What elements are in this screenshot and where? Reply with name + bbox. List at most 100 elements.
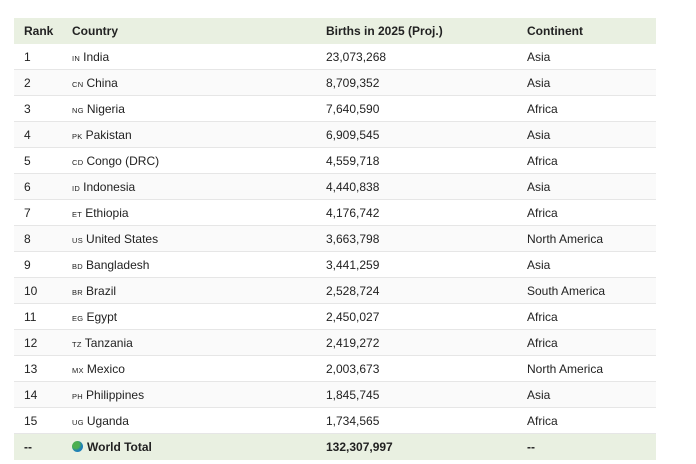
total-label: World Total bbox=[87, 440, 152, 454]
total-continent: -- bbox=[527, 440, 535, 454]
country-code-flag: IN bbox=[72, 53, 81, 63]
births-cell: 2,528,724 bbox=[326, 283, 380, 298]
rank-cell: 8 bbox=[24, 231, 31, 246]
country-cell: MX Mexico bbox=[72, 362, 125, 376]
country-name: Brazil bbox=[86, 283, 117, 298]
table-row: 5 CD Congo (DRC) 4,559,718 Africa bbox=[14, 148, 656, 174]
continent-cell: Asia bbox=[527, 75, 551, 90]
table-row: 14 PH Philippines 1,845,745 Asia bbox=[14, 382, 656, 408]
table-row: 7 ET Ethiopia 4,176,742 Africa bbox=[14, 200, 656, 226]
country-name: United States bbox=[86, 231, 159, 246]
births-cell: 2,419,272 bbox=[326, 335, 380, 350]
country-name: Uganda bbox=[86, 413, 129, 428]
country-cell: PH Philippines bbox=[72, 388, 144, 402]
country-cell: TZ Tanzania bbox=[72, 336, 133, 350]
table-row: 8 US United States 3,663,798 North America bbox=[14, 226, 656, 252]
total-births: 132,307,997 bbox=[326, 440, 393, 454]
country-code-flag: CN bbox=[72, 79, 84, 89]
rank-cell: 1 bbox=[24, 49, 31, 64]
rank-cell: 2 bbox=[24, 75, 31, 90]
country-cell: IN India bbox=[72, 50, 109, 64]
country-name: Pakistan bbox=[85, 127, 132, 142]
births-cell: 7,640,590 bbox=[326, 101, 380, 116]
births-cell: 3,441,259 bbox=[326, 257, 380, 272]
country-cell: CD Congo (DRC) bbox=[72, 154, 159, 168]
table-body: 1 IN India 23,073,268 Asia 2 CN China 8,709,352 A… bbox=[14, 44, 656, 434]
continent-cell: Africa bbox=[527, 335, 558, 350]
header-country[interactable]: Country bbox=[72, 24, 118, 38]
continent-cell: Asia bbox=[527, 257, 551, 272]
continent-cell: Africa bbox=[527, 309, 558, 324]
country-name: Congo (DRC) bbox=[86, 153, 160, 168]
births-cell: 2,450,027 bbox=[326, 309, 380, 324]
country-cell: ET Ethiopia bbox=[72, 206, 129, 220]
country-code-flag: ET bbox=[72, 209, 83, 219]
continent-cell: Africa bbox=[527, 153, 558, 168]
table-header: Rank Country Births in 2025 (Proj.) Cont… bbox=[14, 18, 656, 44]
country-name: Indonesia bbox=[83, 179, 136, 194]
country-name: Ethiopia bbox=[85, 205, 129, 220]
table-row: 15 UG Uganda 1,734,565 Africa bbox=[14, 408, 656, 434]
continent-cell: Africa bbox=[527, 101, 558, 116]
country-code-flag: BR bbox=[72, 287, 84, 297]
country-name: Egypt bbox=[86, 309, 118, 324]
country-cell: UG Uganda bbox=[72, 414, 129, 428]
rank-cell: 6 bbox=[24, 179, 31, 194]
country-code-flag: CD bbox=[72, 157, 84, 167]
continent-cell: Asia bbox=[527, 49, 551, 64]
country-cell: NG Nigeria bbox=[72, 102, 125, 116]
country-code-flag: MX bbox=[72, 365, 84, 375]
header-continent[interactable]: Continent bbox=[527, 24, 583, 38]
country-code-flag: BD bbox=[72, 261, 84, 271]
continent-cell: Asia bbox=[527, 127, 551, 142]
country-cell: EG Egypt bbox=[72, 310, 117, 324]
country-code-flag: UG bbox=[72, 417, 84, 427]
country-cell: BD Bangladesh bbox=[72, 258, 149, 272]
births-cell: 4,440,838 bbox=[326, 179, 380, 194]
table-row: 13 MX Mexico 2,003,673 North America bbox=[14, 356, 656, 382]
country-name: Philippines bbox=[86, 387, 145, 402]
country-cell: BR Brazil bbox=[72, 284, 116, 298]
country-name: Tanzania bbox=[84, 335, 133, 350]
continent-cell: North America bbox=[527, 231, 604, 246]
continent-cell: Asia bbox=[527, 179, 551, 194]
header-rank[interactable]: Rank bbox=[24, 24, 54, 38]
births-cell: 8,709,352 bbox=[326, 75, 380, 90]
births-table: Rank Country Births in 2025 (Proj.) Cont… bbox=[14, 18, 656, 460]
country-code-flag: TZ bbox=[72, 339, 82, 349]
header-births[interactable]: Births in 2025 (Proj.) bbox=[326, 24, 443, 38]
table-row: 3 NG Nigeria 7,640,590 Africa bbox=[14, 96, 656, 122]
total-country: World Total bbox=[72, 440, 152, 454]
table-row: 1 IN India 23,073,268 Asia bbox=[14, 44, 656, 70]
total-rank: -- bbox=[24, 440, 32, 454]
country-code-flag: PK bbox=[72, 131, 83, 141]
continent-cell: Africa bbox=[527, 205, 558, 220]
country-cell: PK Pakistan bbox=[72, 128, 132, 142]
rank-cell: 10 bbox=[24, 283, 38, 298]
table-row: 11 EG Egypt 2,450,027 Africa bbox=[14, 304, 656, 330]
births-cell: 23,073,268 bbox=[326, 49, 387, 64]
rank-cell: 11 bbox=[24, 309, 37, 324]
country-code-flag: ID bbox=[72, 183, 81, 193]
rank-cell: 3 bbox=[24, 101, 31, 116]
births-cell: 1,734,565 bbox=[326, 413, 380, 428]
table-row: 4 PK Pakistan 6,909,545 Asia bbox=[14, 122, 656, 148]
country-name: China bbox=[86, 75, 118, 90]
rank-cell: 5 bbox=[24, 153, 31, 168]
country-name: India bbox=[83, 49, 110, 64]
country-name: Mexico bbox=[86, 361, 125, 376]
rank-cell: 13 bbox=[24, 361, 38, 376]
table-row: 9 BD Bangladesh 3,441,259 Asia bbox=[14, 252, 656, 278]
country-name: Bangladesh bbox=[86, 257, 150, 272]
country-code-flag: NG bbox=[72, 105, 84, 115]
rank-cell: 9 bbox=[24, 257, 31, 272]
continent-cell: North America bbox=[527, 361, 604, 376]
country-name: Nigeria bbox=[86, 101, 125, 116]
continent-cell: South America bbox=[527, 283, 606, 298]
births-cell: 1,845,745 bbox=[326, 387, 380, 402]
country-cell: US United States bbox=[72, 232, 158, 246]
table-row: 2 CN China 8,709,352 Asia bbox=[14, 70, 656, 96]
rank-cell: 14 bbox=[24, 387, 38, 402]
births-cell: 4,176,742 bbox=[326, 205, 380, 220]
rank-cell: 15 bbox=[24, 413, 38, 428]
